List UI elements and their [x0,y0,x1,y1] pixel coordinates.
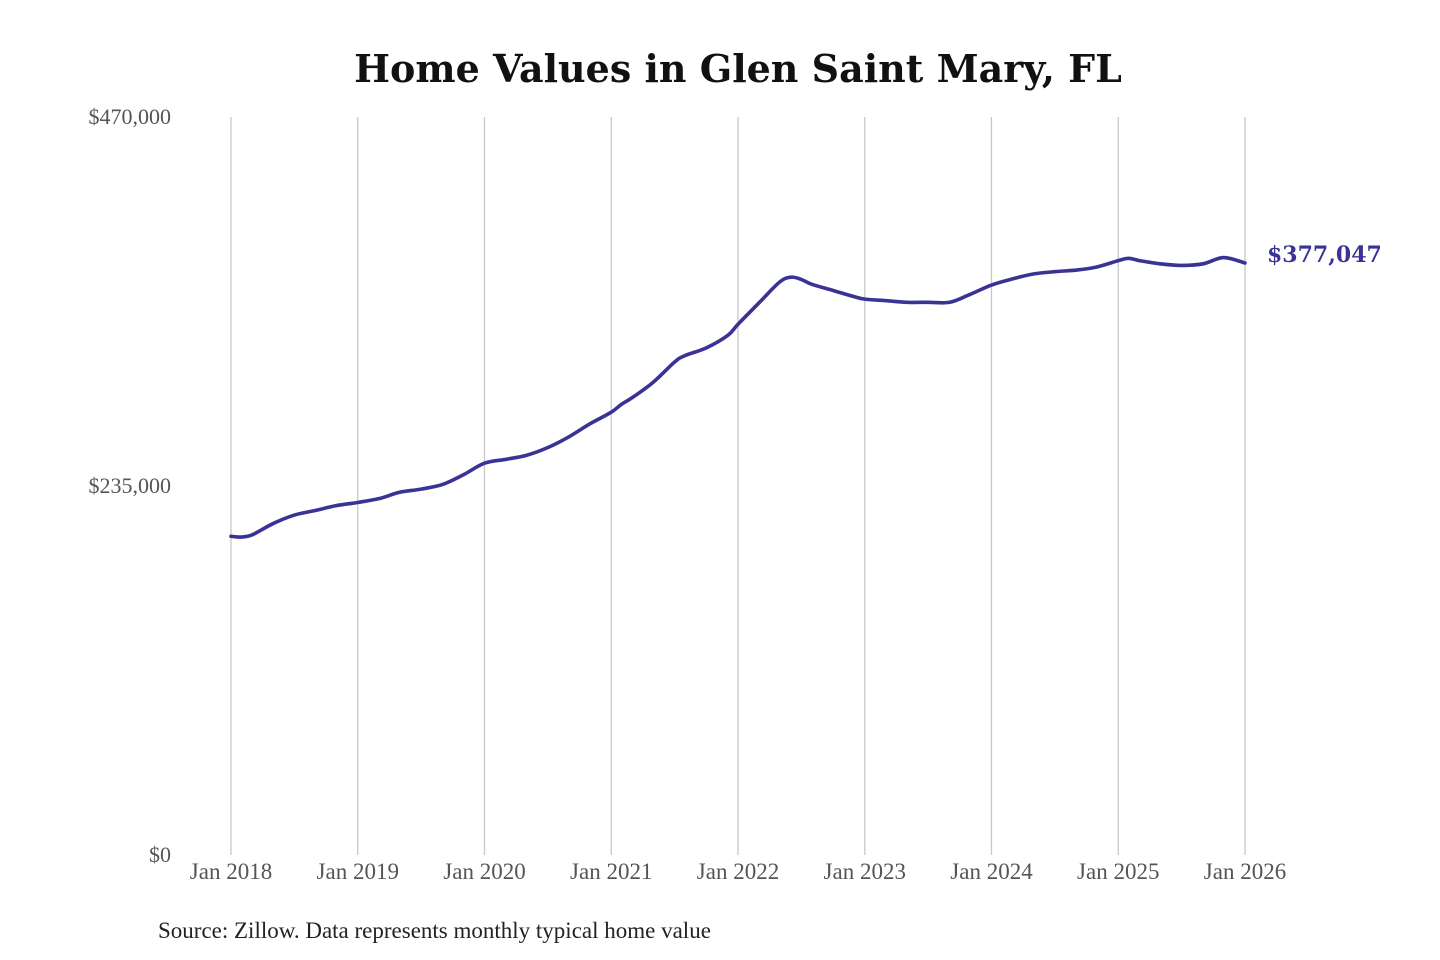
x-axis-ticks: Jan 2018 Jan 2019 Jan 2020 Jan 2021 Jan 2022… [190,859,1286,884]
x-tick-label: Jan 2026 [1204,859,1286,884]
y-tick-label: $235,000 [89,473,172,498]
y-tick-label: $470,000 [89,104,172,129]
x-tick-label: Jan 2018 [190,859,272,884]
x-tick-label: Jan 2025 [1077,859,1159,884]
x-tick-label: Jan 2021 [570,859,652,884]
series-group [229,255,1247,539]
y-axis-ticks: $0 $235,000 $470,000 [89,104,172,867]
x-tick-label: Jan 2020 [443,859,525,884]
series-line [229,255,1247,539]
x-tick-label: Jan 2023 [824,859,906,884]
x-tick-label: Jan 2019 [317,859,399,884]
source-note: Source: Zillow. Data represents monthly … [158,918,711,943]
chart-title: Home Values in Glen Saint Mary, FL [354,46,1122,91]
x-tick-label: Jan 2022 [697,859,779,884]
y-tick-label: $0 [149,842,171,867]
end-value-label: $377,047 [1267,242,1382,268]
vertical-gridlines [230,117,1246,855]
x-tick-label: Jan 2024 [950,859,1033,884]
